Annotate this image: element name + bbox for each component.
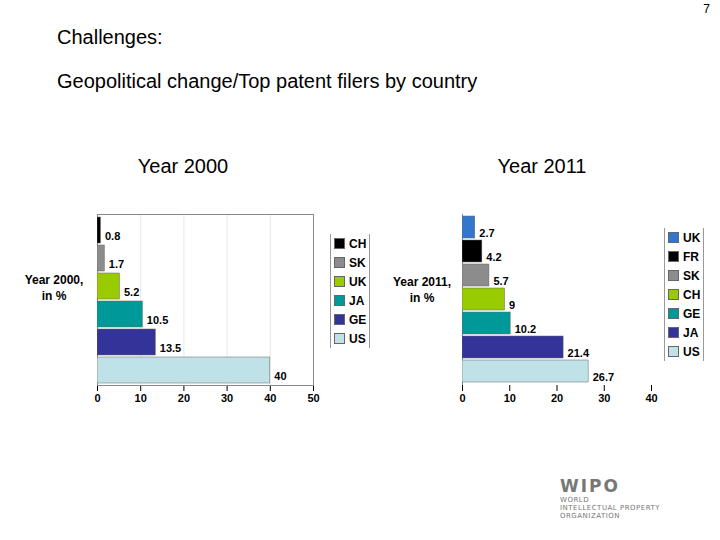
- html-text:GE: GE: [683, 306, 701, 321]
- html-text:CH: CH: [349, 236, 367, 251]
- svg-text:9: 9: [509, 299, 515, 311]
- html-text:Year 2011: Year 2011: [497, 155, 587, 177]
- html-text:Year 2000, in %: Year 2000, in %: [24, 273, 84, 303]
- html-text:GE: GE: [349, 312, 367, 327]
- html-text:Year 2000: Year 2000: [137, 155, 229, 177]
- html-text:CH: CH: [683, 287, 701, 302]
- svg-text:40: 40: [274, 370, 286, 382]
- svg-text:0.8: 0.8: [105, 230, 120, 242]
- html-text:UK: UK: [683, 230, 701, 245]
- html-text:JA: JA: [349, 293, 365, 308]
- svg-text:30: 30: [598, 392, 610, 404]
- html-text:INTELLECTUAL PROPERTY: INTELLECTUAL PROPERTY: [560, 504, 661, 512]
- html-text:WIPO: WIPO: [560, 476, 620, 496]
- svg-text:13.5: 13.5: [160, 342, 181, 354]
- svg-text:10: 10: [504, 392, 516, 404]
- html-text:ORGANIZATION: ORGANIZATION: [560, 512, 620, 520]
- html-text:7: 7: [703, 2, 710, 16]
- svg-text:10.2: 10.2: [515, 323, 536, 335]
- html-text:Challenges:: Challenges:: [57, 26, 163, 48]
- svg-text:1.7: 1.7: [109, 258, 124, 270]
- html-text:US: US: [683, 344, 700, 359]
- svg-text:26.7: 26.7: [593, 371, 614, 383]
- svg-text:4.2: 4.2: [486, 251, 501, 263]
- svg-text:10.5: 10.5: [147, 314, 168, 326]
- html-text:WORLD: WORLD: [560, 496, 590, 504]
- html-text:UK: UK: [349, 274, 367, 289]
- svg-text:0: 0: [94, 392, 100, 404]
- svg-text:50: 50: [307, 392, 319, 404]
- svg-text:40: 40: [264, 392, 276, 404]
- svg-text:21.4: 21.4: [568, 347, 590, 359]
- html-text:FR: FR: [683, 249, 699, 264]
- html-text:Geopolitical change/Top patent: Geopolitical change/Top patent filers by…: [57, 70, 478, 92]
- svg-text:0: 0: [459, 392, 465, 404]
- svg-text:10: 10: [135, 392, 147, 404]
- html-text:SK: SK: [683, 268, 700, 283]
- html-text:US: US: [349, 331, 366, 346]
- svg-text:20: 20: [551, 392, 563, 404]
- svg-text:5.2: 5.2: [124, 286, 139, 298]
- html-text:Year 2011, in %: Year 2011, in %: [393, 275, 451, 305]
- svg-text:5.7: 5.7: [493, 275, 508, 287]
- svg-text:40: 40: [645, 392, 657, 404]
- svg-text:30: 30: [221, 392, 233, 404]
- html-text:JA: JA: [683, 325, 699, 340]
- svg-text:20: 20: [178, 392, 190, 404]
- svg-text:2.7: 2.7: [479, 227, 494, 239]
- html-text:SK: SK: [349, 255, 366, 270]
